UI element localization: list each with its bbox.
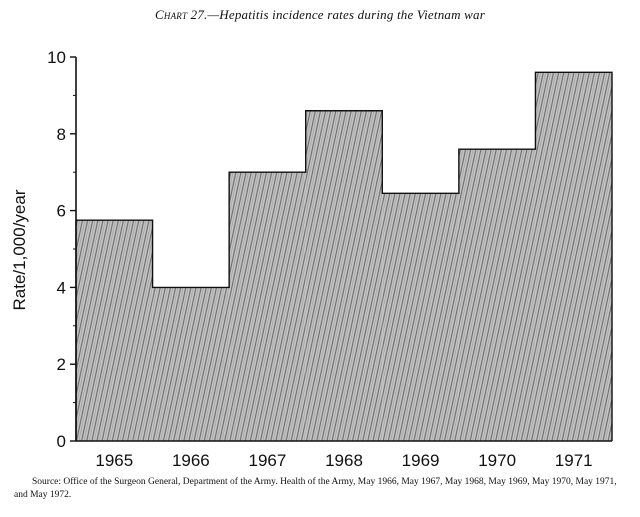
bar-1967 bbox=[229, 172, 306, 441]
x-tick-label-1969: 1969 bbox=[402, 451, 440, 470]
bar-1970 bbox=[458, 149, 536, 441]
x-axis-labels: 1965 1966 1967 1968 1969 1970 1971 bbox=[95, 451, 592, 470]
outline-layer bbox=[75, 71, 613, 442]
x-tick-label-1971: 1971 bbox=[555, 451, 593, 470]
source-note: Source: Office of the Surgeon General, D… bbox=[14, 477, 617, 500]
bar-1968 bbox=[305, 110, 383, 441]
chart: 0 2 4 6 8 10 1965 1966 1967 1968 1969 1970 1971 Rat… bbox=[10, 48, 613, 470]
bar-1966 bbox=[152, 287, 230, 441]
y-tick-label: 8 bbox=[57, 125, 66, 144]
bar-1969 bbox=[382, 193, 459, 441]
bar-outline bbox=[75, 71, 613, 441]
x-tick-label-1968: 1968 bbox=[325, 451, 363, 470]
x-tick-label-1970: 1970 bbox=[478, 451, 516, 470]
y-tick-label: 0 bbox=[57, 432, 66, 451]
chart-title: Chart 27.—Hepatitis incidence rates duri… bbox=[0, 7, 640, 23]
chart-title-text: —Hepatitis incidence rates during the Vi… bbox=[207, 7, 485, 22]
y-tick-label: 6 bbox=[57, 202, 66, 221]
y-tick-label: 10 bbox=[47, 48, 66, 67]
y-axis-title: Rate/1,000/year bbox=[10, 189, 29, 310]
x-tick-label-1966: 1966 bbox=[172, 451, 210, 470]
bars-layer bbox=[76, 72, 612, 442]
bar-1965 bbox=[76, 220, 153, 441]
y-tick-label: 4 bbox=[57, 278, 66, 297]
y-tick-label: 2 bbox=[57, 355, 66, 374]
x-tick-label-1965: 1965 bbox=[95, 451, 133, 470]
x-tick-label-1967: 1967 bbox=[249, 451, 287, 470]
y-axis: 0 2 4 6 8 10 bbox=[47, 48, 77, 451]
bar-1971 bbox=[535, 72, 612, 442]
chart-title-prefix: Chart 27. bbox=[155, 7, 208, 22]
